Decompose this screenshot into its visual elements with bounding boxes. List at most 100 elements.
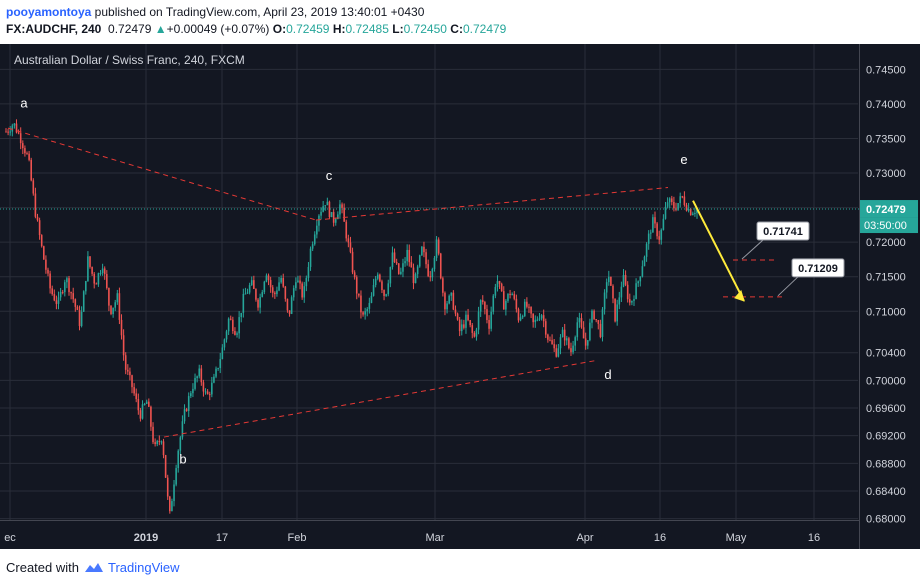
candle-body: [5, 131, 7, 133]
wave-label: c: [326, 168, 333, 183]
candle-body: [236, 333, 238, 335]
time-tick-label: Apr: [576, 532, 593, 544]
candle-body: [280, 278, 282, 283]
candle-body: [681, 196, 684, 198]
candle-body: [76, 306, 79, 310]
tradingview-logo[interactable]: TradingView: [83, 560, 180, 575]
candle-body: [500, 283, 503, 292]
candle-body: [641, 266, 644, 277]
candle-body: [198, 368, 201, 377]
candle-body: [431, 268, 434, 278]
candle-body: [656, 223, 658, 237]
candle-body: [265, 275, 268, 282]
close-label: C:: [450, 22, 463, 36]
candle-body: [469, 320, 471, 326]
candle-body: [38, 220, 41, 236]
candle-body: [13, 123, 16, 126]
candle-body: [253, 280, 255, 289]
candle-body: [427, 264, 429, 277]
candle-body: [526, 301, 528, 307]
candle-body: [211, 382, 213, 395]
candle-body: [263, 281, 266, 293]
candle-body: [248, 285, 251, 293]
candle-body: [330, 212, 333, 218]
price-axis[interactable]: 0.745000.740000.735000.730000.725000.720…: [859, 44, 919, 549]
candle-body: [599, 323, 602, 337]
candle-body: [246, 292, 249, 294]
candle-body: [456, 313, 459, 320]
price-tick-label: 0.74000: [866, 99, 906, 111]
candle-body: [120, 319, 123, 336]
candle-body: [227, 318, 230, 332]
candle-body: [91, 266, 93, 274]
candle-body: [49, 273, 51, 289]
change-arrow-icon: ▲: [154, 22, 167, 36]
candle-body: [240, 312, 243, 318]
candle-body: [643, 256, 646, 267]
candle-body: [584, 338, 587, 346]
drawings: 0.71741 0.71209 a b c d e: [0, 95, 860, 466]
candle-body: [511, 294, 513, 296]
candle-body: [355, 277, 358, 294]
price-tick-label: 0.72000: [866, 237, 906, 249]
candle-body: [276, 290, 278, 295]
candle-body: [255, 288, 257, 300]
candle-body: [435, 239, 438, 258]
price-chart[interactable]: 0.71741 0.71209 a b c d e 0.74500 0.74000 0.7350…: [0, 44, 920, 550]
price-tick-label: 0.74500: [866, 64, 906, 76]
candle-body: [410, 262, 413, 268]
candle-body: [143, 403, 146, 405]
candle-body: [458, 319, 461, 332]
candle-body: [502, 291, 505, 310]
candle-body: [190, 393, 192, 397]
candle-body: [337, 214, 339, 220]
candle-body: [309, 248, 312, 267]
candle-body: [486, 309, 488, 320]
candle-body: [603, 292, 606, 310]
candle-body: [36, 216, 39, 221]
candle-body: [316, 225, 318, 235]
candle-body: [11, 125, 14, 132]
candle-body: [202, 382, 205, 392]
candle-body: [358, 293, 360, 296]
candle-body: [106, 274, 108, 288]
candle-body: [80, 311, 83, 326]
candle-body: [364, 311, 366, 315]
candle-body: [349, 242, 352, 252]
time-tick-label: 17: [216, 532, 228, 544]
candle-body: [544, 321, 547, 335]
candle-body: [528, 306, 530, 308]
candle-body: [295, 282, 297, 289]
candle-body: [133, 387, 135, 394]
candle-body: [385, 294, 387, 296]
candle-body: [250, 280, 253, 286]
candle-body: [261, 292, 264, 297]
candle-body: [532, 313, 534, 323]
candle-body: [421, 246, 423, 256]
current-price-label: 0.72479: [866, 204, 906, 216]
candle-body: [192, 388, 194, 394]
candle-body: [673, 201, 675, 209]
candle-body: [442, 278, 444, 293]
low-label: L:: [392, 22, 404, 36]
candle-body: [366, 308, 369, 312]
tradingview-cloud-icon: [84, 562, 103, 572]
author-link[interactable]: pooyamontoya: [6, 5, 92, 19]
candle-body: [278, 282, 280, 291]
price-tick-label: 0.71500: [866, 272, 906, 284]
candle-body: [439, 253, 442, 279]
candle-body: [549, 339, 551, 341]
candle-body: [570, 348, 572, 353]
candle-body: [406, 249, 408, 262]
candle-body: [200, 368, 203, 383]
time-axis[interactable]: ec 2019 17 Feb Mar Apr 16 May 16: [0, 520, 860, 545]
candle-body: [563, 329, 566, 341]
candle-body: [99, 273, 102, 275]
candle-body: [492, 295, 495, 312]
candle-body: [166, 477, 169, 497]
candle-body: [389, 267, 392, 284]
candle-body: [395, 262, 398, 264]
price-tick-label: 0.73000: [866, 168, 906, 180]
candle-body: [582, 327, 585, 339]
open-value: 0.72459: [286, 22, 330, 36]
